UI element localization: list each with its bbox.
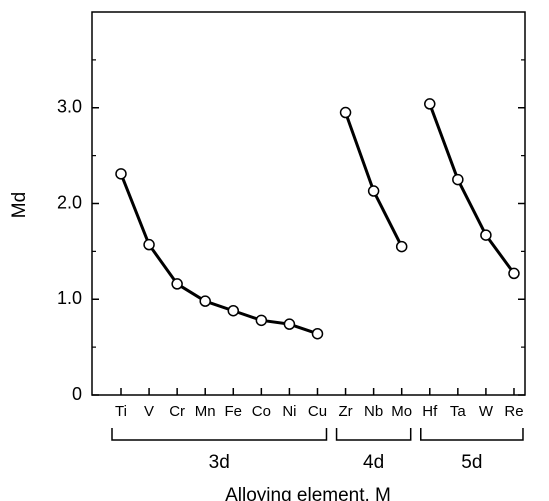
- plot-frame: [91, 11, 526, 396]
- x-tick-label: Nb: [364, 403, 383, 420]
- y-axis-label: Md: [9, 192, 30, 218]
- y-tick-label: 3.0: [57, 97, 82, 117]
- data-point: [424, 98, 436, 110]
- x-tick-label: Re: [504, 403, 523, 420]
- x-tick-label: Mo: [391, 403, 412, 420]
- data-point: [480, 229, 492, 241]
- x-tick-label: Ta: [450, 403, 467, 420]
- x-tick-label: Ni: [282, 403, 296, 420]
- data-point: [311, 327, 324, 340]
- data-point: [143, 238, 155, 251]
- x-tick-label: Ti: [115, 403, 127, 420]
- y-tick-label: 2.0: [57, 192, 82, 212]
- data-point: [115, 168, 127, 180]
- data-point: [339, 106, 352, 119]
- y-tick-label: 1.0: [57, 288, 82, 308]
- data-point: [255, 314, 268, 327]
- group-bracket: [111, 428, 328, 441]
- x-tick-label: Mn: [195, 403, 216, 420]
- series-line: [428, 103, 516, 275]
- group-label: 5d: [461, 452, 482, 473]
- data-point: [367, 185, 380, 197]
- data-point: [508, 267, 520, 280]
- data-point: [452, 173, 464, 186]
- series-line: [344, 112, 404, 248]
- data-point: [283, 318, 296, 330]
- x-tick-label: W: [479, 403, 494, 420]
- x-tick-label: Cr: [169, 403, 185, 420]
- group-label: 3d: [209, 452, 230, 473]
- x-tick-label: V: [144, 403, 154, 420]
- x-tick-label: Hf: [422, 403, 438, 420]
- group-bracket: [335, 428, 412, 441]
- group-bracket: [420, 428, 524, 441]
- data-point: [395, 240, 408, 253]
- x-tick-label: Co: [252, 403, 271, 420]
- y-tick-label: 0: [72, 384, 82, 404]
- data-point: [199, 295, 211, 307]
- data-point: [171, 278, 183, 290]
- x-axis-label: Alloying element, M: [225, 485, 391, 501]
- x-tick-label: Cu: [308, 403, 327, 420]
- series-line: [119, 173, 318, 336]
- group-label: 4d: [363, 452, 384, 473]
- x-tick-label: Zr: [338, 403, 352, 420]
- data-point: [227, 304, 240, 317]
- x-tick-label: Fe: [225, 403, 243, 420]
